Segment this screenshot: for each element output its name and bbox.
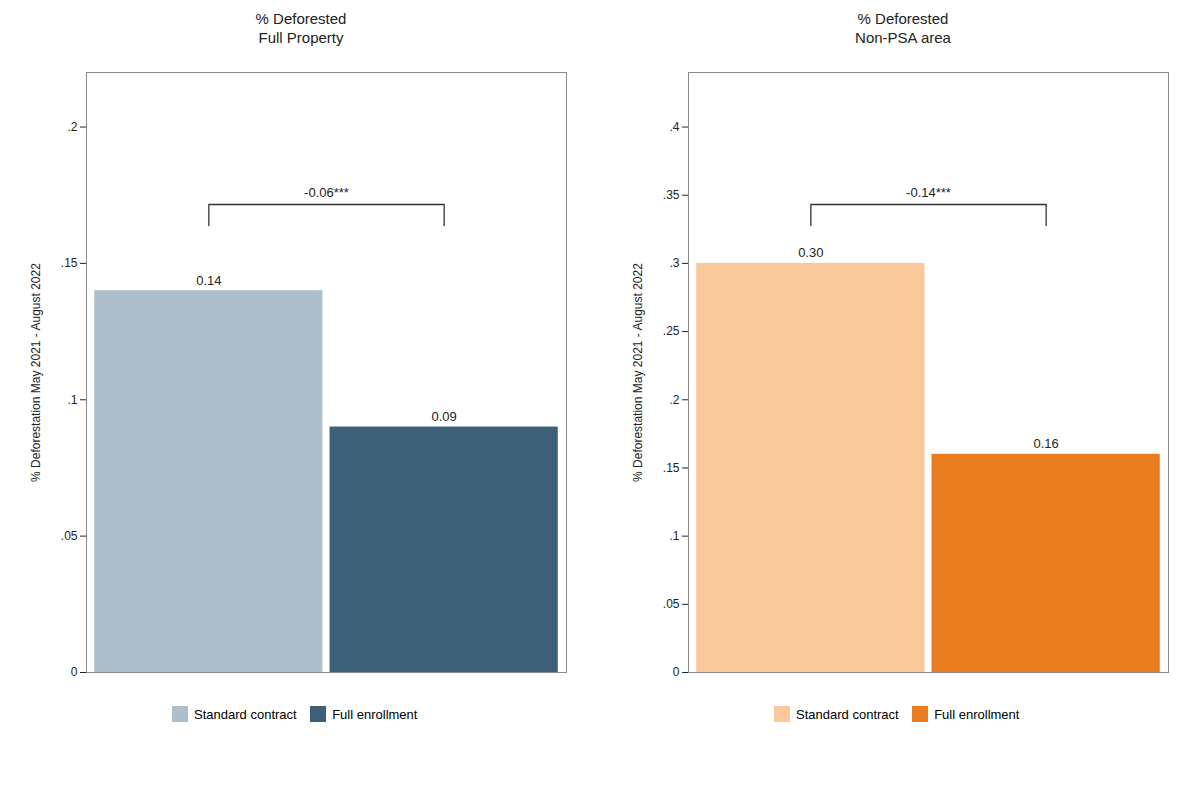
svg-text:.2: .2 (67, 119, 77, 133)
svg-text:% Deforestation May 2021 - Aug: % Deforestation May 2021 - August 2022 (29, 262, 43, 481)
svg-text:0: 0 (673, 665, 680, 679)
svg-text:0.14: 0.14 (196, 272, 221, 287)
svg-text:.3: .3 (669, 256, 679, 270)
svg-text:.15: .15 (663, 460, 680, 474)
html-text:% Deforested Non-PSA area: % Deforested Non-PSA area (855, 10, 951, 46)
html-text:Standard contract: Standard contract (194, 706, 297, 722)
html-text:Standard contract: Standard contract (796, 706, 899, 722)
svg-text:% Deforestation May 2021 - Aug: % Deforestation May 2021 - August 2022 (631, 262, 645, 481)
svg-text:0.16: 0.16 (1033, 436, 1058, 451)
svg-text:.25: .25 (663, 324, 680, 338)
svg-text:.05: .05 (61, 528, 78, 542)
svg-text:.1: .1 (669, 528, 679, 542)
svg-text:0.09: 0.09 (431, 409, 456, 424)
svg-text:.4: .4 (669, 119, 679, 133)
html-text:Full enrollment: Full enrollment (332, 706, 418, 722)
svg-text:0: 0 (71, 665, 78, 679)
svg-text:.05: .05 (663, 597, 680, 611)
svg-text:.2: .2 (669, 392, 679, 406)
svg-text:0.30: 0.30 (798, 245, 823, 260)
html-text:% Deforested Full Property: % Deforested Full Property (255, 10, 347, 46)
svg-text:-0.14***: -0.14*** (906, 184, 951, 199)
svg-text:.1: .1 (67, 392, 77, 406)
svg-text:.15: .15 (61, 256, 78, 270)
svg-text:-0.06***: -0.06*** (304, 184, 349, 199)
html-text:Full enrollment: Full enrollment (934, 706, 1020, 722)
svg-text:.35: .35 (663, 188, 680, 202)
